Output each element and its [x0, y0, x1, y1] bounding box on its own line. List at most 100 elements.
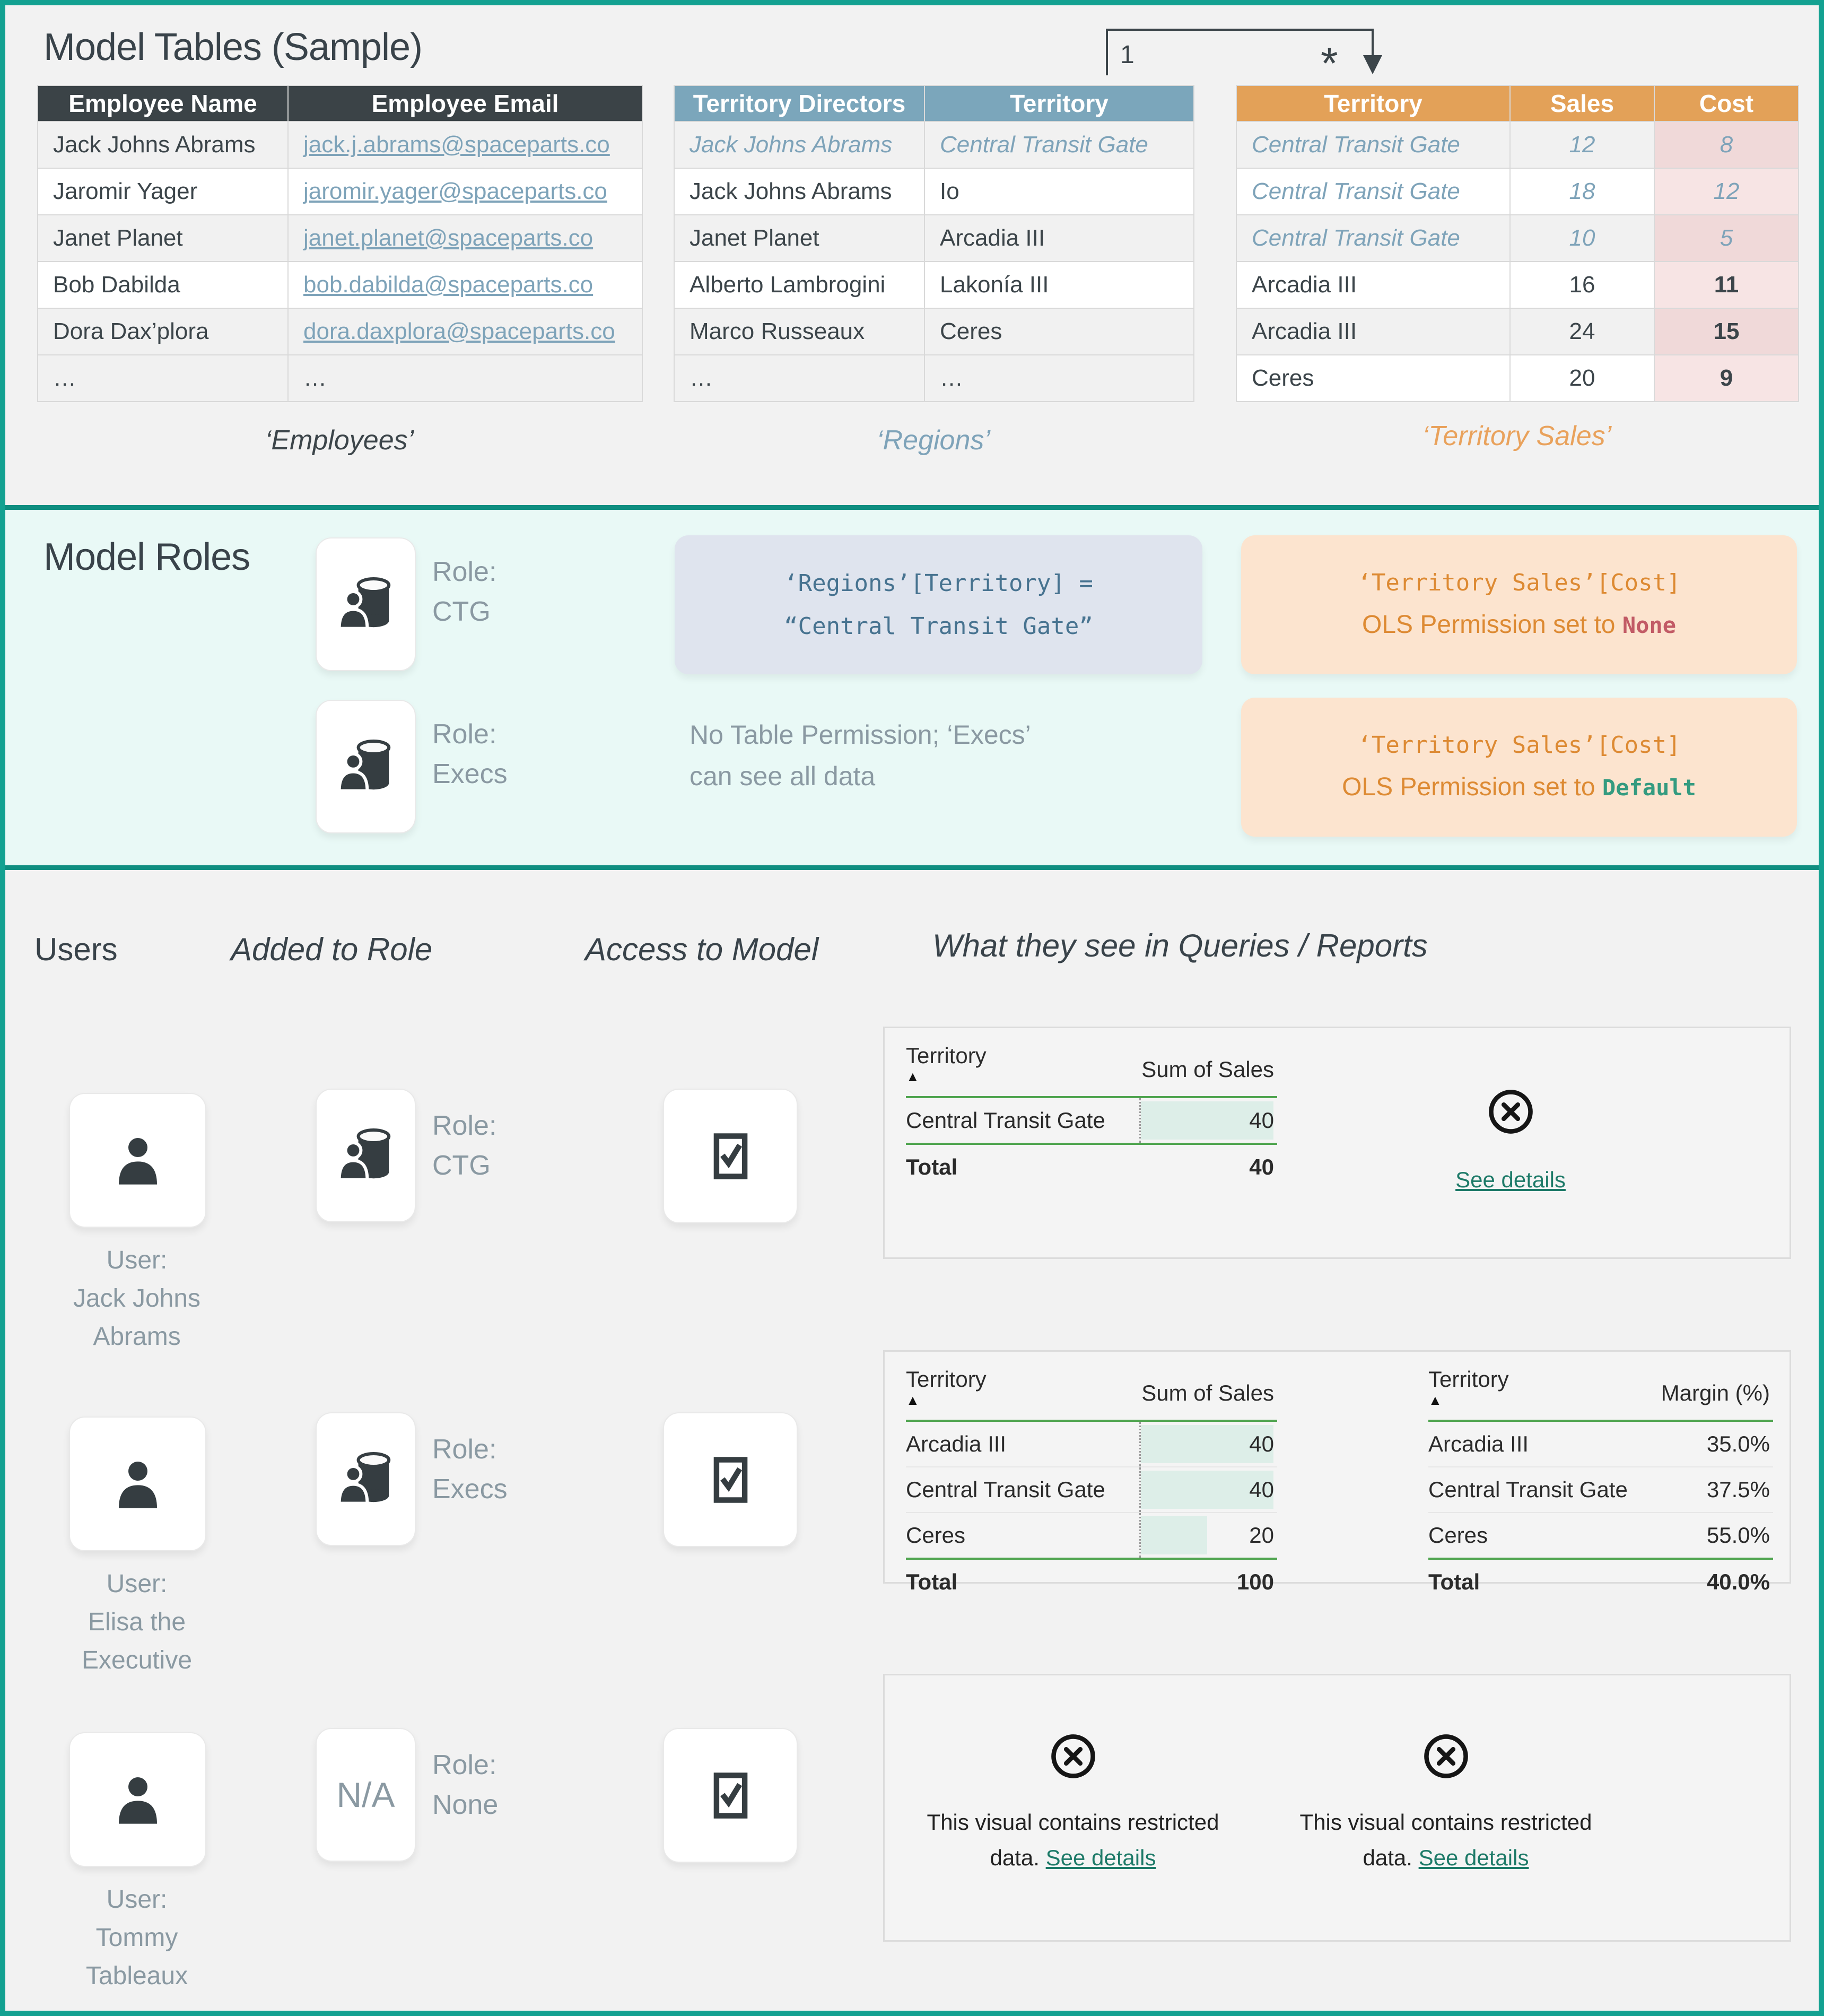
- relationship-arrow-icon: [1363, 55, 1382, 74]
- role-prefix: Role:: [432, 719, 497, 750]
- ols-permission-value-default: Default: [1602, 774, 1696, 801]
- pbi-total-label: Total: [1428, 1569, 1480, 1594]
- access-card-checked: [663, 1412, 798, 1547]
- table-cell: …: [925, 355, 1193, 401]
- sort-ascending-icon[interactable]: ▲: [906, 1392, 920, 1408]
- table-cell: Dora Dax’plora: [38, 309, 287, 354]
- column-header-what-they-see: What they see in Queries / Reports: [932, 928, 1428, 963]
- table-cell-highlight: Central Transit Gate: [1237, 122, 1509, 168]
- restricted-text-line1: This visual contains restricted: [927, 1810, 1219, 1835]
- table-cell-highlight: 18: [1511, 169, 1654, 214]
- email-link[interactable]: jack.j.abrams@spaceparts.co: [303, 132, 610, 158]
- table-cell-highlight: 10: [1511, 215, 1654, 261]
- sort-ascending-icon[interactable]: ▲: [906, 1068, 920, 1084]
- see-details-link[interactable]: See details: [1418, 1845, 1529, 1871]
- restricted-indicator: This visual contains restricted data. Se…: [1297, 1731, 1594, 1876]
- employees-header-email: Employee Email: [289, 86, 642, 121]
- ols-permission-prefix: OLS Permission set to: [1362, 610, 1622, 639]
- role-execs-note: No Table Permission; ‘Execs’ can see all…: [690, 715, 1031, 797]
- regions-header-territory: Territory: [925, 86, 1193, 121]
- pbi-cell-territory: Arcadia III: [906, 1431, 1007, 1456]
- user-label: User:: [106, 1885, 168, 1914]
- table-cell: Ceres: [925, 309, 1193, 354]
- na-label: N/A: [336, 1775, 395, 1814]
- email-link[interactable]: bob.dabilda@spaceparts.co: [303, 272, 594, 298]
- checkbox-checked-icon: [713, 1456, 747, 1503]
- table-cell: Marco Russeaux: [675, 309, 924, 354]
- user-name-line: Tommy: [95, 1924, 178, 1952]
- user-person-icon: [118, 1138, 157, 1185]
- role-name: CTG: [432, 1150, 491, 1181]
- ols-permission-line: OLS Permission set to Default: [1342, 766, 1696, 809]
- table-cell: Arcadia III: [925, 215, 1193, 261]
- role-ctg-ols-box: ‘Territory Sales’[Cost] OLS Permission s…: [1241, 535, 1797, 674]
- role-execs-label: Role: Execs: [432, 715, 508, 795]
- report-panel-elisa: Territory ▲ Sum of Sales Arcadia III 40 …: [883, 1350, 1791, 1594]
- table-cell-highlight: Central Transit Gate: [1237, 169, 1509, 214]
- user-caption-jack: User: Jack Johns Abrams: [20, 1241, 254, 1356]
- table-cell: Jack Johns Abrams: [38, 122, 287, 168]
- email-link[interactable]: jaromir.yager@spaceparts.co: [303, 178, 607, 204]
- divider: [1428, 1558, 1773, 1560]
- role-name: CTG: [432, 596, 491, 628]
- sales-header-cost: Cost: [1655, 86, 1798, 121]
- pbi-cell-value: 37.5%: [1706, 1477, 1770, 1502]
- user-caption-tommy: User: Tommy Tableaux: [20, 1881, 254, 1995]
- restricted-text-line1: This visual contains restricted: [1299, 1810, 1592, 1835]
- pbi-table-total-row: Total 40: [906, 1145, 1277, 1189]
- territory-sales-caption: ‘Territory Sales’: [1422, 421, 1612, 451]
- see-details-link[interactable]: See details: [1455, 1167, 1566, 1193]
- user-label: User:: [106, 1246, 168, 1274]
- see-details-link[interactable]: See details: [1045, 1845, 1156, 1871]
- user-name-line: Executive: [81, 1646, 193, 1674]
- relationship-line-many-end: [1372, 29, 1374, 56]
- pbi-table-row: Arcadia III 40: [906, 1422, 1277, 1466]
- table-cell-cost: 15: [1655, 309, 1798, 354]
- table-cell: Ceres: [1237, 355, 1509, 401]
- note-line2: can see all data: [690, 761, 876, 791]
- table-cell: Arcadia III: [1237, 309, 1509, 354]
- table-cell-highlight: Central Transit Gate: [925, 122, 1193, 168]
- sort-ascending-icon[interactable]: ▲: [1428, 1392, 1442, 1408]
- pbi-header-sum-of-sales[interactable]: Sum of Sales: [1141, 1057, 1274, 1082]
- pbi-cell-territory: Central Transit Gate: [906, 1108, 1105, 1133]
- email-link[interactable]: dora.daxplora@spaceparts.co: [303, 318, 615, 344]
- pbi-table-row: Arcadia III 35.0%: [1428, 1422, 1773, 1466]
- table-cell: Jaromir Yager: [38, 169, 287, 214]
- pbi-header-territory[interactable]: Territory: [1428, 1367, 1509, 1392]
- security-role-database-icon: [337, 740, 390, 793]
- role-name: Execs: [432, 1474, 508, 1505]
- added-role-label-none: Role: None: [432, 1745, 498, 1826]
- report-panel-tommy: This visual contains restricted data. Se…: [883, 1674, 1791, 1942]
- role-execs-ols-box: ‘Territory Sales’[Cost] OLS Permission s…: [1241, 698, 1797, 837]
- data-bar: [1141, 1471, 1273, 1509]
- pbi-cell-territory: Arcadia III: [1428, 1431, 1529, 1456]
- table-cell-cost-highlight: 5: [1655, 215, 1798, 261]
- role-name: None: [432, 1789, 499, 1821]
- added-role-card-na: N/A: [316, 1728, 416, 1862]
- section-model-tables: Model Tables (Sample) 1 * Employee Name …: [5, 5, 1819, 505]
- dax-filter-line1: ‘Regions’[Territory] =: [784, 569, 1093, 597]
- pbi-header-sum-of-sales[interactable]: Sum of Sales: [1141, 1380, 1274, 1405]
- table-cell: Alberto Lambrogini: [675, 262, 924, 308]
- pbi-cell-value: 55.0%: [1706, 1523, 1770, 1548]
- email-link[interactable]: janet.planet@spaceparts.co: [303, 225, 594, 251]
- data-bar: [1141, 1516, 1207, 1554]
- role-ctg-filter-box: ‘Regions’[Territory] = “Central Transit …: [675, 535, 1202, 674]
- pbi-table-total-row: Total 40.0%: [1428, 1560, 1773, 1604]
- pbi-header-territory[interactable]: Territory: [906, 1367, 987, 1392]
- pbi-cell-territory: Central Transit Gate: [906, 1477, 1105, 1502]
- role-ctg-label: Role: CTG: [432, 552, 496, 632]
- section-title-model-tables: Model Tables (Sample): [43, 26, 423, 68]
- user-card-tommy: [69, 1732, 206, 1867]
- pbi-cell-value: 40: [1249, 1431, 1274, 1456]
- pbi-table-row: Ceres 20: [906, 1512, 1277, 1558]
- sales-header-territory: Territory: [1237, 86, 1509, 121]
- security-role-database-icon: [337, 1128, 390, 1181]
- pbi-cell-value: 40: [1249, 1108, 1274, 1133]
- user-name-line: Elisa the: [88, 1608, 186, 1636]
- pbi-header-margin[interactable]: Margin (%): [1661, 1380, 1770, 1405]
- circled-x-icon: [1051, 1734, 1095, 1778]
- pbi-header-territory[interactable]: Territory: [906, 1043, 987, 1068]
- report-panel-jack: Territory ▲ Sum of Sales Central Transit…: [883, 1027, 1791, 1259]
